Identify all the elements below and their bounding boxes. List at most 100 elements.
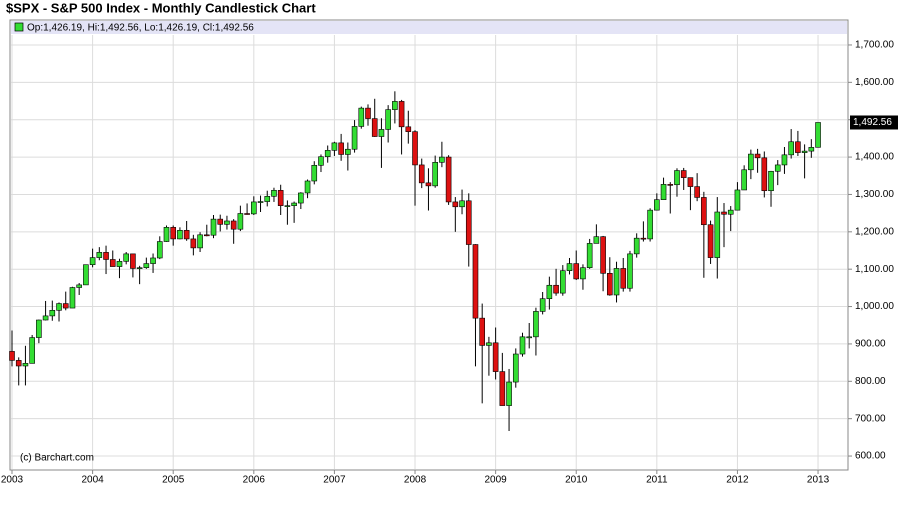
candle-body [365, 107, 371, 119]
candle-body [546, 284, 553, 300]
candle-body [324, 150, 331, 158]
candle-body [748, 153, 754, 171]
candle-body [465, 200, 472, 245]
candle-body [224, 220, 230, 225]
candle-body [304, 180, 311, 194]
candle-body [277, 190, 284, 206]
candle-body [439, 156, 445, 163]
candle-body [687, 177, 694, 187]
candle-body [298, 192, 304, 204]
x-tick-label: 2009 [484, 475, 507, 486]
candle-body [257, 201, 264, 203]
candle-body [163, 227, 170, 242]
y-tick-label: 1,200.00 [855, 226, 894, 237]
candle-body [311, 165, 318, 182]
candle-body [22, 363, 29, 367]
candle-body [385, 109, 391, 130]
candle-body [203, 234, 210, 237]
candle-body [721, 211, 727, 215]
candle-body [553, 284, 559, 294]
candle-body [620, 268, 627, 289]
x-tick-label: 2013 [807, 475, 830, 486]
candle-body [378, 129, 385, 137]
candle-body [479, 317, 485, 346]
candle-body [237, 213, 244, 230]
candle-body [774, 164, 781, 172]
candle-body [607, 273, 613, 296]
candle-body [36, 319, 42, 338]
candle-body [573, 263, 580, 280]
candle-body [754, 153, 761, 159]
candle-body [271, 190, 277, 197]
x-tick-label: 2003 [1, 475, 24, 486]
candle-body [499, 371, 506, 406]
candle-body [177, 230, 183, 240]
y-tick-label: 1,100.00 [855, 264, 894, 275]
info-strip [11, 21, 847, 34]
y-tick-label: 800.00 [855, 376, 886, 387]
y-tick-label: 1,600.00 [855, 77, 894, 88]
candle-body [559, 270, 566, 294]
candle-body [83, 264, 89, 286]
x-tick-label: 2006 [243, 475, 266, 486]
last-price-label: 1,492.56 [853, 117, 892, 128]
chart-title: $SPX - S&P 500 Index - Monthly Candlesti… [6, 0, 316, 15]
x-tick-label: 2008 [404, 475, 427, 486]
candle-body [217, 218, 224, 225]
candle-body [345, 148, 351, 155]
candle-body [761, 157, 768, 192]
candle-body [371, 118, 378, 137]
candle-body [425, 182, 432, 187]
y-tick-label: 1,700.00 [855, 40, 894, 51]
candle-body [660, 184, 667, 200]
candle-body [633, 237, 640, 255]
candle-body [600, 236, 606, 274]
candle-body [230, 220, 237, 230]
candle-body [727, 209, 734, 215]
x-tick-label: 2005 [162, 475, 185, 486]
candle-body [150, 257, 156, 264]
candle-body [49, 309, 56, 317]
candle-body [89, 257, 96, 266]
info-text: Op:1,426.19, Hi:1,492.56, Lo:1,426.19, C… [27, 23, 254, 34]
candle-body [519, 336, 526, 355]
y-tick-label: 1,300.00 [855, 189, 894, 200]
candle-body [526, 336, 533, 339]
candle-body [210, 218, 217, 236]
candle-body [251, 201, 257, 215]
candle-body [586, 243, 593, 268]
candle-body [472, 244, 479, 319]
y-tick-label: 600.00 [855, 451, 886, 462]
candle-body [264, 196, 271, 202]
candle-body [392, 101, 398, 110]
x-tick-label: 2010 [565, 475, 588, 486]
candle-body [116, 261, 123, 267]
candle-body [714, 211, 721, 258]
x-tick-label: 2004 [81, 475, 104, 486]
candle-body [69, 287, 76, 309]
candle-body [405, 126, 412, 132]
candle-body [244, 213, 250, 215]
candle-body [197, 234, 203, 249]
candle-body [398, 101, 405, 128]
candle-body [580, 267, 586, 280]
credit: (c) Barchart.com [20, 453, 94, 464]
candle-body [566, 263, 573, 271]
candle-body [358, 107, 365, 127]
plot-frame [9, 19, 849, 471]
candle-body [143, 263, 150, 268]
candle-body [647, 209, 653, 240]
candle-body [701, 197, 707, 226]
candle-body [486, 342, 492, 346]
x-tick-label: 2011 [646, 475, 668, 486]
candle-body [707, 224, 714, 258]
candle-body [331, 142, 338, 151]
candle-body [640, 237, 647, 240]
candle-body [123, 253, 129, 262]
candle-body [412, 131, 418, 166]
candle-body [351, 126, 358, 150]
candle-body [130, 253, 136, 269]
candle-body [338, 142, 344, 155]
